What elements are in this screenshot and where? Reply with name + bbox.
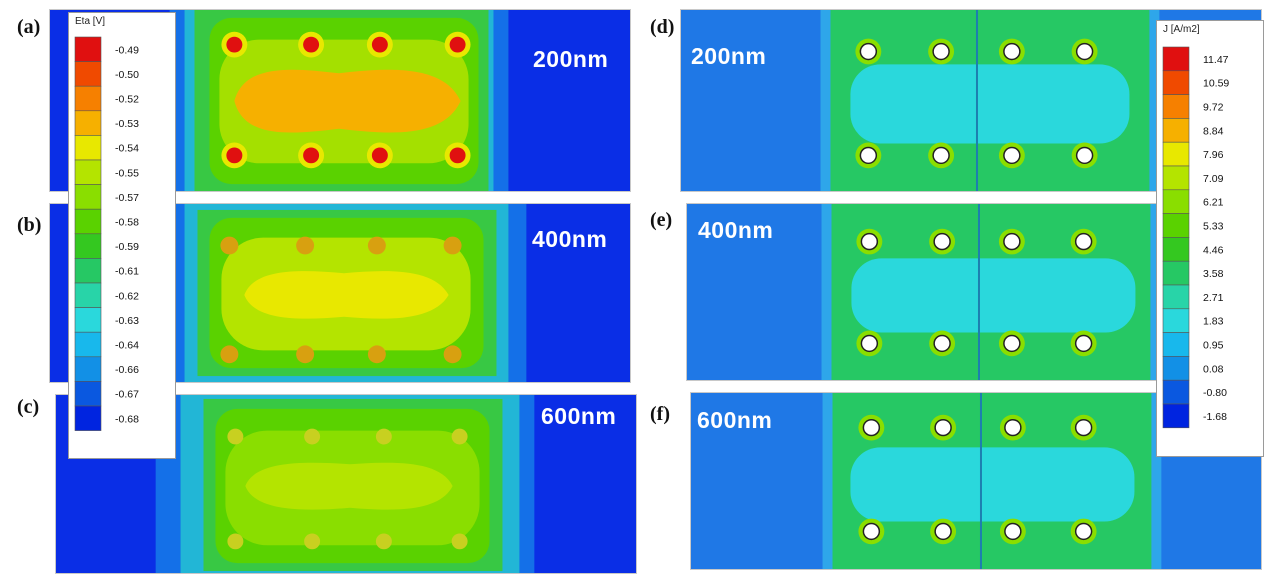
electrode-row-bottom — [856, 330, 1097, 357]
panel-label-e: (e) — [650, 209, 673, 231]
electrode-row-top — [220, 236, 462, 255]
panel-label-d: (d) — [650, 16, 675, 38]
legend-tick-label: 5.33 — [1203, 221, 1224, 233]
legend-tick-label: -0.55 — [115, 167, 139, 179]
legend-swatch — [1162, 308, 1190, 333]
panel-label-f: (f) — [650, 403, 670, 425]
electrode-row-top — [221, 31, 471, 58]
electrode-row-bottom — [855, 142, 1098, 169]
legend-swatch — [1162, 70, 1190, 95]
legend-tick-label: 6.21 — [1203, 197, 1224, 209]
legend-swatch — [74, 184, 102, 210]
legend-swatch — [74, 307, 102, 333]
legend-tick-label: -0.80 — [1203, 387, 1227, 399]
legend-swatch — [74, 135, 102, 161]
thickness-label-c: 600nm — [541, 403, 617, 429]
current-color-legend: J [A/m2] 11.47 10.59 9.72 8.84 7.96 7.09 6.21 5… — [1156, 20, 1264, 457]
electrode-row-bottom — [858, 518, 1097, 545]
legend-swatch — [1162, 141, 1190, 167]
eta-color-legend: Eta [V] -0.49 -0.50 -0.52 -0.53 -0.54 -0.55 -0… — [68, 12, 176, 459]
legend-tick-label: -0.59 — [115, 241, 139, 253]
legend-tick-label: 0.95 — [1203, 340, 1224, 352]
legend-swatch — [74, 258, 102, 284]
legend-tick-label: 8.84 — [1203, 125, 1224, 137]
electrode-row-top — [858, 414, 1097, 441]
legend-swatch — [1162, 260, 1190, 286]
legend-swatch — [1162, 94, 1190, 119]
legend-swatch — [1162, 213, 1190, 238]
eta-legend-colorbar: -0.49 -0.50 -0.52 -0.53 -0.54 -0.55 -0.57 -0.58… — [74, 36, 139, 431]
legend-tick-label: -0.50 — [115, 69, 139, 81]
legend-swatch — [74, 61, 102, 87]
legend-swatch — [74, 356, 102, 382]
electrode-row-top — [227, 428, 468, 445]
legend-swatch — [74, 36, 102, 62]
thickness-label-f: 600nm — [697, 407, 773, 433]
legend-tick-label: -0.66 — [115, 364, 139, 376]
current-legend-title: J [A/m2] — [1163, 24, 1200, 35]
legend-swatch — [74, 381, 102, 407]
legend-tick-label: 7.09 — [1203, 173, 1224, 185]
legend-swatch — [74, 110, 102, 136]
legend-swatch — [74, 85, 102, 112]
legend-tick-label: -0.58 — [115, 217, 139, 229]
legend-tick-label: -0.52 — [115, 94, 139, 106]
legend-tick-label: -1.68 — [1203, 411, 1227, 423]
legend-tick-label: 7.96 — [1203, 149, 1224, 161]
legend-tick-label: -0.64 — [115, 340, 139, 352]
legend-swatch — [74, 159, 102, 185]
panel-label-a: (a) — [17, 16, 41, 38]
thickness-label-d: 200nm — [691, 43, 767, 69]
legend-swatch — [74, 208, 102, 235]
legend-swatch — [1162, 165, 1190, 191]
legend-swatch — [1162, 403, 1190, 429]
legend-swatch — [1162, 284, 1190, 310]
legend-tick-label: 9.72 — [1203, 102, 1224, 114]
panel-c-eta-map — [55, 394, 637, 574]
legend-tick-label: -0.68 — [115, 413, 139, 425]
legend-swatch — [1162, 356, 1190, 381]
legend-swatch — [74, 282, 102, 308]
legend-tick-label: -0.61 — [115, 266, 139, 278]
legend-swatch — [1162, 46, 1190, 72]
legend-swatch — [74, 331, 102, 358]
legend-tick-label: 3.58 — [1203, 268, 1224, 280]
legend-swatch — [1162, 379, 1190, 405]
legend-tick-label: 10.59 — [1203, 78, 1229, 90]
eta-map-600nm — [56, 395, 636, 573]
legend-tick-label: -0.54 — [115, 143, 139, 155]
legend-tick-label: 11.47 — [1203, 54, 1229, 66]
legend-tick-label: -0.57 — [115, 192, 139, 204]
legend-tick-label: -0.49 — [115, 44, 139, 56]
legend-tick-label: 2.71 — [1203, 292, 1224, 304]
electrode-row-top — [855, 38, 1098, 65]
legend-tick-label: -0.62 — [115, 290, 139, 302]
panel-label-b: (b) — [17, 214, 42, 236]
thickness-label-a: 200nm — [533, 46, 609, 72]
legend-swatch — [1162, 189, 1190, 214]
legend-swatch — [1162, 237, 1190, 262]
current-legend-colorbar: 11.47 10.59 9.72 8.84 7.96 7.09 6.21 5.33 4.46 3.… — [1162, 46, 1229, 429]
legend-tick-label: -0.53 — [115, 118, 139, 130]
legend-swatch — [74, 405, 102, 431]
electrode-row-bottom — [227, 533, 468, 550]
legend-tick-label: -0.63 — [115, 315, 139, 327]
electrode-row-bottom — [220, 345, 462, 364]
electrode-row-bottom — [221, 142, 471, 169]
legend-tick-label: 4.46 — [1203, 244, 1224, 256]
thickness-label-e: 400nm — [698, 217, 774, 243]
legend-tick-label: 0.08 — [1203, 363, 1224, 375]
eta-legend-title: Eta [V] — [75, 16, 106, 27]
legend-swatch — [1162, 332, 1190, 357]
legend-tick-label: -0.67 — [115, 389, 139, 401]
electrode-row-top — [856, 228, 1097, 255]
thickness-label-b: 400nm — [532, 226, 608, 252]
legend-swatch — [1162, 118, 1190, 143]
legend-swatch — [74, 233, 102, 259]
panel-label-c: (c) — [17, 396, 40, 418]
legend-tick-label: 1.83 — [1203, 316, 1224, 328]
